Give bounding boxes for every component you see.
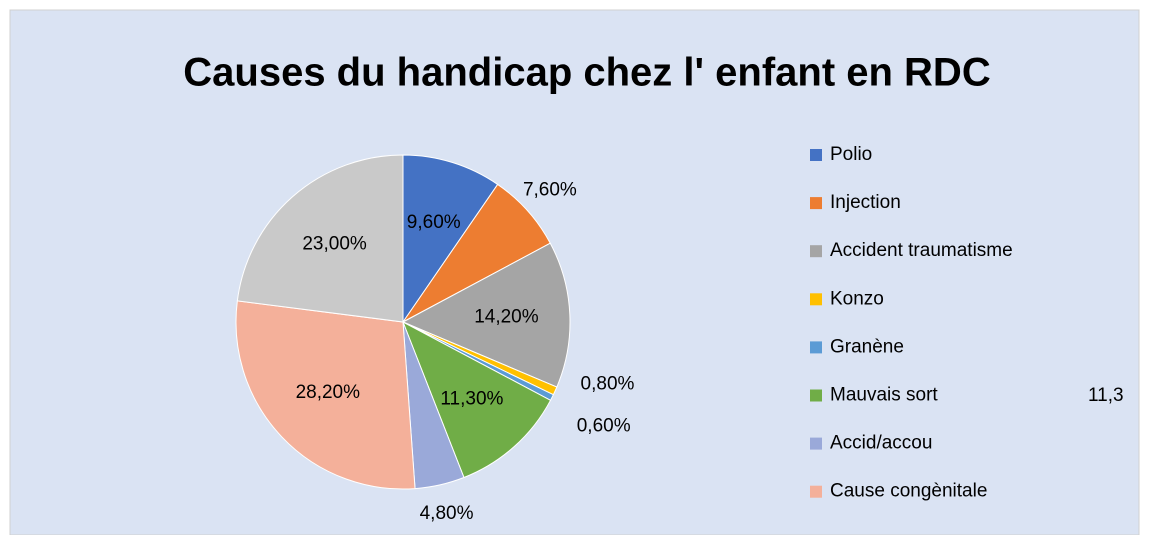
pie-slice <box>235 300 416 490</box>
legend-label: Injection <box>830 192 901 213</box>
legend-label: Accid/accou <box>830 433 932 454</box>
data-label: 23,00% <box>302 233 367 254</box>
legend-swatch <box>810 245 822 258</box>
legend-swatch <box>810 149 822 161</box>
legend-swatch <box>810 437 822 450</box>
pie-slice <box>401 242 571 388</box>
legend-label: Polio <box>830 144 872 165</box>
data-label: 28,20% <box>296 382 361 403</box>
data-label: 14,20% <box>474 306 539 327</box>
data-label: 11,30% <box>440 388 503 409</box>
data-label: 4,80% <box>420 503 474 524</box>
pie-slice <box>402 154 499 324</box>
legend-label: Granène <box>830 336 904 357</box>
legend-label: Cause congènitale <box>830 481 987 502</box>
legend-swatch <box>810 341 822 354</box>
legend-swatch <box>810 197 822 210</box>
legend-swatch <box>810 293 822 306</box>
legend-swatch <box>810 389 822 402</box>
data-label: 0,60% <box>577 416 631 437</box>
legend-label: Accident traumatisme <box>830 240 1013 261</box>
data-label: 9,60% <box>407 212 461 233</box>
legend-label: Mauvais sort <box>830 385 938 406</box>
data-label: 0,80% <box>581 374 635 395</box>
pie-slice <box>402 320 552 479</box>
chart-title: Causes du handicap chez l' enfant en RDC <box>183 51 990 95</box>
legend-label: Konzo <box>830 288 884 309</box>
annotation: 11,3 <box>1088 385 1124 406</box>
pie-slice <box>236 154 404 323</box>
chart-area <box>9 9 1140 535</box>
data-label: 7,60% <box>523 180 577 201</box>
legend-swatch <box>810 485 822 498</box>
